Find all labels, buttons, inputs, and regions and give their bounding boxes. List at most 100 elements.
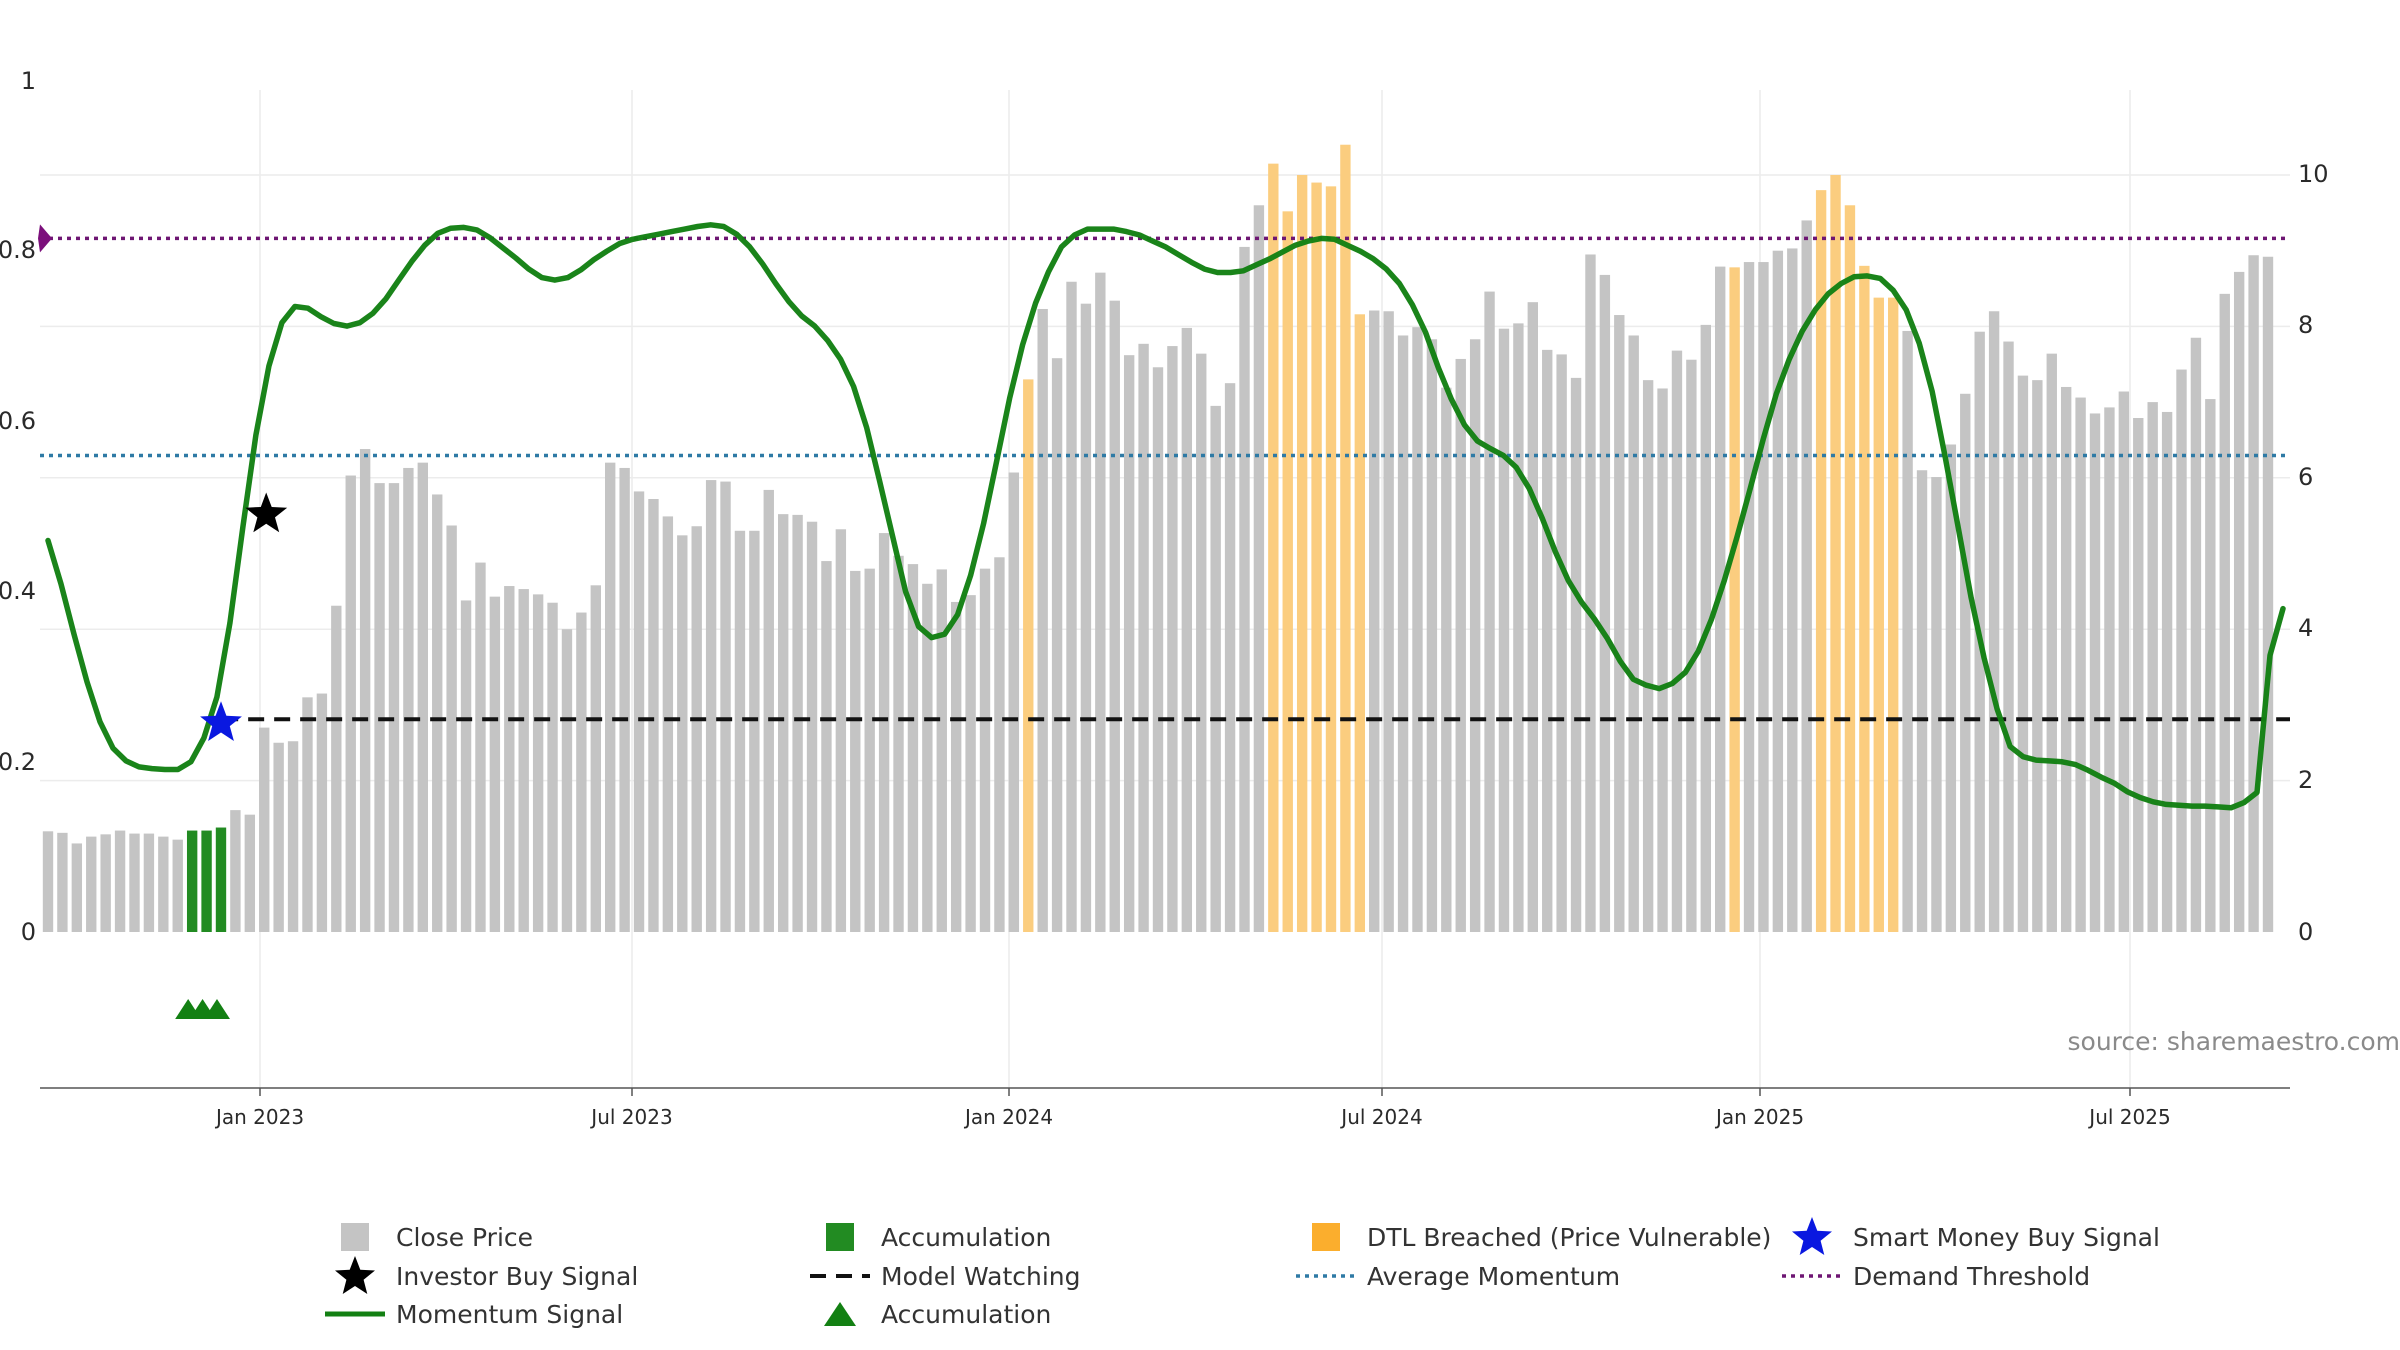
- close-price-bar: [2089, 413, 2101, 933]
- close-price-bar: [2205, 399, 2216, 932]
- close-price-bar: [662, 516, 674, 932]
- accumulation-bar: [201, 830, 212, 932]
- x-tick-label: Jul 2025: [2087, 1105, 2170, 1129]
- close-price-bar: [1066, 281, 1077, 932]
- close-price-bar: [648, 498, 659, 932]
- legend-item: Close Price: [341, 1223, 533, 1252]
- y-right-tick-label: 2: [2298, 766, 2313, 794]
- close-price-bar: [460, 600, 472, 932]
- close-price-bar: [1455, 358, 1466, 932]
- x-tick-label: Jan 2024: [963, 1105, 1053, 1129]
- legend-swatch: [826, 1223, 854, 1251]
- close-price-bar: [432, 494, 443, 932]
- close-price-bar: [1426, 339, 1438, 932]
- close-price-bar: [936, 569, 947, 932]
- close-price-bar: [1383, 311, 1394, 932]
- close-price-bar: [1671, 350, 1683, 932]
- close-price-bar: [2219, 293, 2230, 932]
- close-price-bar: [259, 727, 270, 932]
- close-price-bar: [749, 530, 760, 932]
- close-price-bar: [1469, 339, 1481, 932]
- close-price-bar: [979, 568, 991, 932]
- close-price-bar: [1109, 300, 1120, 932]
- legend-star-icon: [1792, 1217, 1832, 1255]
- close-price-bar: [1239, 246, 1250, 933]
- close-price-bar: [2060, 386, 2072, 933]
- close-price-bar: [1080, 303, 1092, 932]
- close-price-bar: [850, 570, 861, 932]
- close-price-bar: [1008, 472, 1020, 932]
- close-price-bar: [2190, 337, 2202, 932]
- legend-label: Smart Money Buy Signal: [1853, 1223, 2160, 1252]
- close-price-bar: [1138, 343, 1149, 932]
- close-price-bar: [806, 521, 818, 932]
- close-price-bar: [1152, 367, 1164, 932]
- legend-item: Accumulation: [824, 1300, 1051, 1329]
- close-price-bar: [1556, 354, 1567, 932]
- legend-item: Smart Money Buy Signal: [1792, 1217, 2160, 1255]
- close-price-bar: [950, 601, 962, 932]
- close-price-bar: [878, 533, 890, 932]
- close-price-bar: [475, 562, 486, 932]
- close-price-bar: [2032, 380, 2043, 933]
- close-price-bar: [2017, 375, 2029, 933]
- close-price-bar: [691, 526, 702, 932]
- close-price-bar: [1397, 335, 1409, 932]
- close-price-bar: [1037, 308, 1048, 932]
- x-tick-label: Jul 2023: [589, 1105, 672, 1129]
- dtl-breached-bar: [1282, 211, 1293, 932]
- smart-money-buy-signal-star: [200, 701, 242, 741]
- legend-label: Close Price: [396, 1223, 533, 1252]
- close-price-bar: [331, 605, 342, 932]
- close-price-bar: [1441, 387, 1452, 932]
- close-price-bar: [1051, 358, 1063, 933]
- dtl-breached-bar: [1830, 175, 1841, 932]
- close-price-bar: [1642, 380, 1654, 933]
- dtl-breached-bar: [1296, 175, 1308, 932]
- close-price-bar: [1614, 315, 1625, 932]
- close-price-bar: [1931, 477, 1942, 932]
- close-price-bar: [2104, 407, 2115, 932]
- close-price-bar: [1412, 327, 1423, 933]
- close-price-bar: [2046, 353, 2057, 933]
- legend-label: Accumulation: [881, 1300, 1051, 1329]
- dtl-breached-bar: [1844, 205, 1856, 932]
- close-price-bar: [129, 833, 140, 932]
- close-price-bar: [1801, 220, 1812, 933]
- close-price-bar: [1095, 272, 1106, 932]
- legend-label: Average Momentum: [1367, 1262, 1620, 1291]
- close-price-bar: [1181, 327, 1193, 932]
- legend-item: Average Momentum: [1296, 1262, 1620, 1291]
- close-price-bar: [57, 832, 68, 932]
- dtl-breached-bar: [1340, 144, 1351, 933]
- close-price-bar: [273, 742, 284, 932]
- close-price-bar: [605, 462, 616, 932]
- close-price-bar: [114, 830, 126, 932]
- y-left-tick-label: 0.4: [0, 577, 36, 605]
- close-price-bar: [2233, 271, 2245, 932]
- legend-label: Accumulation: [881, 1223, 1051, 1252]
- y-right-tick-label: 10: [2298, 160, 2329, 188]
- legend-label: Demand Threshold: [1853, 1262, 2090, 1291]
- source-label: source: sharemaestro.com: [2068, 1027, 2400, 1056]
- close-price-bar: [1772, 250, 1784, 932]
- dtl-breached-bar: [1325, 186, 1337, 933]
- demand-threshold-marker: [38, 224, 52, 253]
- close-price-bar: [835, 529, 847, 932]
- legend: Close Price Accumulation DTL Breached (Pri…: [325, 1217, 2160, 1329]
- close-price-bar: [619, 467, 630, 932]
- close-price-bar: [518, 589, 529, 932]
- close-price-bar: [388, 483, 400, 932]
- momentum-signal-line: [45, 222, 2286, 811]
- close-price-bar: [417, 462, 428, 932]
- close-price-bar: [720, 481, 731, 932]
- close-price-bar: [1585, 254, 1596, 933]
- close-price-bar: [677, 535, 688, 932]
- close-price-bar: [1570, 377, 1582, 933]
- close-price-bar: [1916, 470, 1928, 932]
- close-price-bar: [1210, 405, 1221, 932]
- x-tick-label: Jul 2024: [1339, 1105, 1422, 1129]
- close-price-bar: [359, 449, 371, 932]
- y-left-tick-label: 0: [21, 918, 36, 946]
